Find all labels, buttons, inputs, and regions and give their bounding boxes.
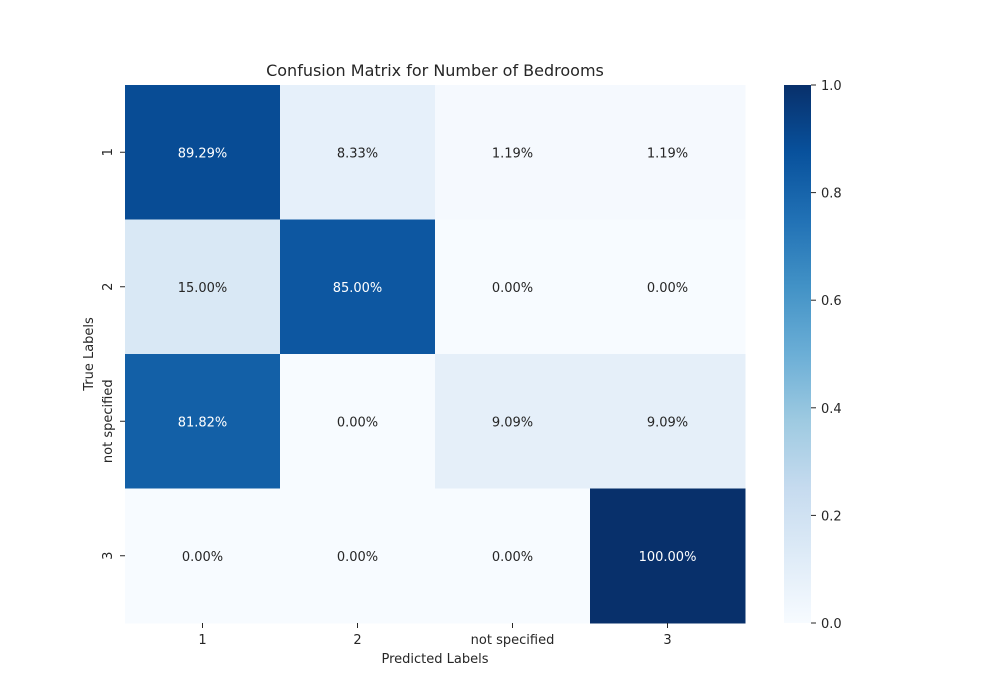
colorbar-tick-label: 0.4 xyxy=(821,402,842,417)
heatmap-cell xyxy=(590,488,746,624)
colorbar-tick-label: 0.2 xyxy=(821,509,842,524)
cell-label: 0.00% xyxy=(182,550,223,565)
cell-label: 0.00% xyxy=(492,550,533,565)
cell-label: 100.00% xyxy=(639,550,697,565)
heatmap-cell xyxy=(280,354,436,489)
cell-label: 1.19% xyxy=(492,146,533,161)
x-axis-label: Predicted Labels xyxy=(381,652,488,667)
x-axis-ticks: 1 2 not specified 3 xyxy=(198,623,672,648)
colorbar-ticks: 0.0 0.2 0.4 0.6 0.8 1.0 xyxy=(811,79,842,632)
heatmap-cell xyxy=(280,219,436,355)
cell-label: 0.00% xyxy=(337,415,378,430)
cell-label: 9.09% xyxy=(492,415,533,430)
heatmap-cells: 89.29% 8.33% 1.19% 1.19% 15.00% 85.00% 0.00% 0.… xyxy=(125,85,746,624)
cell-label: 15.00% xyxy=(178,281,228,296)
cell-label: 8.33% xyxy=(337,146,378,161)
cell-label: 9.09% xyxy=(647,415,688,430)
heatmap-cell xyxy=(125,488,281,624)
heatmap-cell xyxy=(125,219,281,355)
cell-label: 81.82% xyxy=(178,415,228,430)
y-axis-label: True Labels xyxy=(82,317,97,392)
x-tick-label: 2 xyxy=(353,633,361,648)
chart-title: Confusion Matrix for Number of Bedrooms xyxy=(266,61,604,80)
heatmap-cell xyxy=(435,85,591,220)
cell-label: 0.00% xyxy=(492,281,533,296)
heatmap-cell xyxy=(435,488,591,624)
colorbar xyxy=(784,85,811,623)
x-tick-label: not specified xyxy=(471,633,555,648)
cell-label: 1.19% xyxy=(647,146,688,161)
heatmap-cell xyxy=(435,354,591,489)
x-tick-label: 3 xyxy=(663,633,671,648)
colorbar-tick-label: 0.8 xyxy=(821,187,842,202)
cell-label: 0.00% xyxy=(337,550,378,565)
y-tick-label: 3 xyxy=(101,552,116,560)
heatmap-cell xyxy=(280,488,436,624)
heatmap-cell xyxy=(125,354,281,489)
heatmap-cell xyxy=(435,219,591,355)
x-tick-label: 1 xyxy=(198,633,206,648)
y-axis-ticks: 1 2 not specified 3 xyxy=(101,148,125,560)
colorbar-tick-label: 0.6 xyxy=(821,294,842,309)
colorbar-tick-label: 0.0 xyxy=(821,617,842,632)
heatmap-cell xyxy=(280,85,436,220)
y-tick-label: not specified xyxy=(101,379,116,463)
heatmap-cell xyxy=(590,219,746,355)
y-tick-label: 1 xyxy=(101,148,116,156)
cell-label: 85.00% xyxy=(333,281,383,296)
heatmap-cell xyxy=(590,85,746,220)
heatmap-cell xyxy=(125,85,281,220)
cell-label: 0.00% xyxy=(647,281,688,296)
cell-label: 89.29% xyxy=(178,146,228,161)
colorbar-tick-label: 1.0 xyxy=(821,79,842,94)
heatmap-cell xyxy=(590,354,746,489)
y-tick-label: 2 xyxy=(101,283,116,291)
